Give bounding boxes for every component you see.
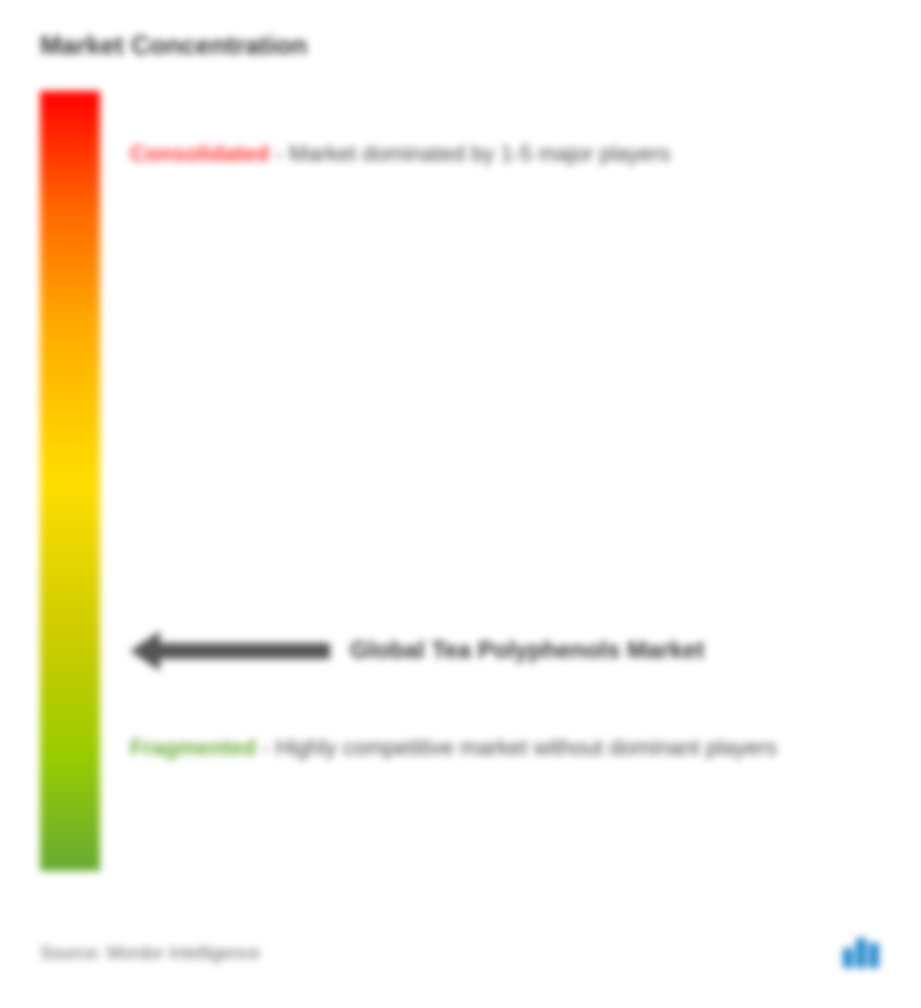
mordor-logo [843,938,881,968]
content-area: Consolidated - Market dominated by 1-5 m… [40,91,881,871]
fragmented-label: Fragmented - Highly competitive market w… [130,731,777,764]
consolidated-label: Consolidated - Market dominated by 1-5 m… [130,141,670,167]
labels-area: Consolidated - Market dominated by 1-5 m… [130,91,881,871]
arrow-body [155,643,330,659]
logo-bars-icon [843,938,879,968]
page-title: Market Concentration [40,30,881,61]
source-attribution: Source: Mordor Intelligence [40,943,260,964]
consolidated-description: - Market dominated by 1-5 major players [275,141,670,166]
market-indicator: Global Tea Polyphenols Market [130,631,704,671]
consolidated-highlight: Consolidated [130,141,269,166]
concentration-gradient-bar [40,91,100,871]
arrow-icon [130,631,330,671]
market-name-label: Global Tea Polyphenols Market [350,637,704,665]
fragmented-description: - Highly competitive market without domi… [262,735,777,760]
fragmented-highlight: Fragmented [130,735,256,760]
footer: Source: Mordor Intelligence [40,938,881,968]
